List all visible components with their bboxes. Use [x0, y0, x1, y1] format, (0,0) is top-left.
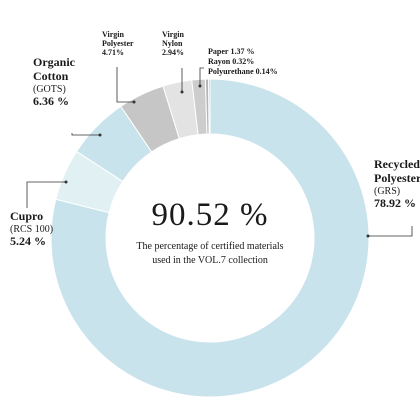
leader-virgin-polyester [116, 67, 134, 103]
center-caption: The percentage of certified materials us… [0, 240, 420, 268]
leader-cupro [26, 181, 66, 208]
leader-paper-dot [198, 84, 202, 88]
label-virgin-nylon-value: 2.94% [162, 48, 184, 58]
label-recycled-polyester-name-1: Recycled [374, 157, 420, 171]
label-polyurethane-name: Polyurethane [208, 67, 254, 76]
label-organic-cotton-value: 6.36 % [33, 94, 69, 109]
center-caption-line-1: The percentage of certified materials [136, 241, 284, 252]
label-recycled-polyester-name-2: Polyester [374, 170, 420, 185]
label-rayon-name: Rayon [208, 57, 231, 66]
label-paper-name: Paper [208, 47, 229, 56]
leader-cupro-dot [64, 180, 68, 184]
center-caption-line-2: used in the VOL.7 collection [152, 255, 268, 266]
leader-recycled-polyester [368, 226, 413, 237]
label-paper-value: 1.37 % [230, 47, 255, 56]
leader-paper [199, 67, 204, 86]
label-rayon-value: 0.32% [232, 57, 255, 66]
label-organic-cotton-cert: (GOTS) [33, 83, 66, 95]
label-virgin-polyester-name-2: Polyester [102, 39, 134, 49]
label-virgin-polyester-value: 4.71% [102, 48, 124, 58]
label-polyurethane: Polyurethane 0.14% [208, 67, 278, 76]
label-cupro-name: Cupro [10, 209, 44, 223]
label-recycled-polyester-value: 78.92 % [374, 196, 416, 211]
slice-recycled-polyester [50, 78, 370, 398]
label-cupro: Cupro (RCS 100) 5.24 % [10, 209, 54, 249]
leader-virgin-nylon-dot [180, 90, 184, 94]
leader-organic-cotton-dot [98, 133, 102, 137]
label-virgin-polyester: Virgin Polyester 4.71% [102, 30, 134, 58]
label-organic-cotton-name-2: Cotton [33, 68, 69, 83]
label-organic-cotton: Organic Cotton (GOTS) 6.36 % [33, 55, 75, 109]
label-recycled-polyester: Recycled Polyester (GRS) 78.92 % [374, 157, 420, 211]
center-value: 90.52 % [151, 197, 269, 233]
label-rayon: Rayon 0.32% [208, 57, 254, 66]
leader-recycled-polyester-dot [366, 234, 370, 238]
label-paper: Paper 1.37 % [208, 47, 254, 56]
label-virgin-nylon: Virgin Nylon 2.94% [162, 30, 184, 58]
label-virgin-nylon-name-2: Nylon [162, 39, 183, 49]
label-virgin-polyester-name-1: Virgin [102, 30, 124, 39]
label-cupro-cert: (RCS 100) [10, 223, 54, 235]
label-virgin-nylon-name-1: Virgin [162, 30, 184, 39]
label-organic-cotton-name-1: Organic [33, 55, 75, 69]
leader-organic-cotton [71, 133, 100, 136]
label-cupro-value: 5.24 % [10, 234, 46, 249]
leader-virgin-polyester-dot [132, 100, 136, 104]
slice-polyurethane [208, 78, 211, 135]
label-recycled-polyester-cert: (GRS) [374, 185, 401, 197]
label-polyurethane-value: 0.14% [255, 67, 278, 76]
